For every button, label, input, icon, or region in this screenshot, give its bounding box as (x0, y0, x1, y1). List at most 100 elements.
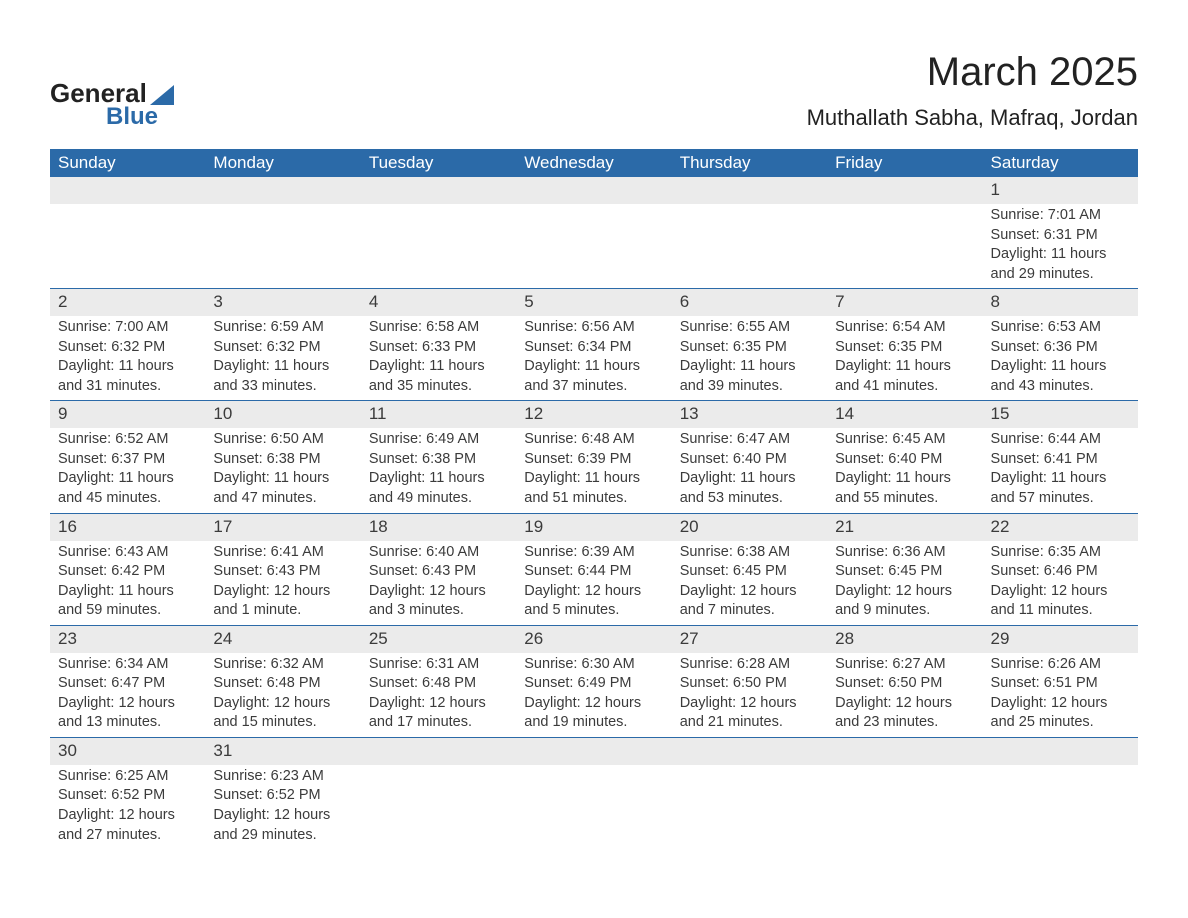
day-data (827, 204, 982, 210)
sunset-line: Sunset: 6:36 PM (991, 338, 1130, 358)
daylight-line-1: Daylight: 11 hours (991, 357, 1130, 377)
calendar-day-cell (516, 737, 671, 849)
day-data: Sunrise: 6:56 AMSunset: 6:34 PMDaylight:… (516, 316, 671, 400)
sunrise-line: Sunrise: 6:47 AM (680, 430, 819, 450)
sunset-line: Sunset: 6:52 PM (58, 786, 197, 806)
daylight-line-2: and 25 minutes. (991, 713, 1130, 733)
day-number: 12 (516, 401, 671, 428)
sunset-line: Sunset: 6:48 PM (213, 674, 352, 694)
daylight-line-2: and 29 minutes. (213, 826, 352, 846)
day-header: Thursday (672, 149, 827, 177)
brand-triangle-icon (150, 85, 174, 105)
calendar-day-cell (361, 737, 516, 849)
month-title: March 2025 (807, 50, 1138, 95)
sunrise-line: Sunrise: 6:45 AM (835, 430, 974, 450)
sunset-line: Sunset: 6:43 PM (213, 562, 352, 582)
day-header: Monday (205, 149, 360, 177)
day-data: Sunrise: 6:36 AMSunset: 6:45 PMDaylight:… (827, 541, 982, 625)
calendar-day-cell: 13Sunrise: 6:47 AMSunset: 6:40 PMDayligh… (672, 401, 827, 513)
daylight-line-1: Daylight: 12 hours (58, 806, 197, 826)
day-data (672, 765, 827, 771)
day-number: 30 (50, 738, 205, 765)
day-data (983, 765, 1138, 771)
daylight-line-1: Daylight: 12 hours (991, 694, 1130, 714)
sunset-line: Sunset: 6:42 PM (58, 562, 197, 582)
day-number: 19 (516, 514, 671, 541)
day-data: Sunrise: 6:31 AMSunset: 6:48 PMDaylight:… (361, 653, 516, 737)
sunrise-line: Sunrise: 7:01 AM (991, 206, 1130, 226)
sunset-line: Sunset: 6:35 PM (835, 338, 974, 358)
day-data: Sunrise: 6:58 AMSunset: 6:33 PMDaylight:… (361, 316, 516, 400)
day-data: Sunrise: 6:54 AMSunset: 6:35 PMDaylight:… (827, 316, 982, 400)
sunset-line: Sunset: 6:34 PM (524, 338, 663, 358)
calendar-day-cell: 11Sunrise: 6:49 AMSunset: 6:38 PMDayligh… (361, 401, 516, 513)
day-number: 29 (983, 626, 1138, 653)
daylight-line-2: and 55 minutes. (835, 489, 974, 509)
calendar-table: SundayMondayTuesdayWednesdayThursdayFrid… (50, 149, 1138, 849)
daylight-line-2: and 29 minutes. (991, 265, 1130, 285)
day-data: Sunrise: 6:35 AMSunset: 6:46 PMDaylight:… (983, 541, 1138, 625)
sunset-line: Sunset: 6:46 PM (991, 562, 1130, 582)
daylight-line-2: and 41 minutes. (835, 377, 974, 397)
daylight-line-1: Daylight: 12 hours (835, 694, 974, 714)
title-block: March 2025 Muthallath Sabha, Mafraq, Jor… (807, 50, 1138, 131)
calendar-day-cell: 14Sunrise: 6:45 AMSunset: 6:40 PMDayligh… (827, 401, 982, 513)
sunrise-line: Sunrise: 6:55 AM (680, 318, 819, 338)
daylight-line-1: Daylight: 12 hours (524, 694, 663, 714)
daylight-line-1: Daylight: 11 hours (369, 469, 508, 489)
sunset-line: Sunset: 6:38 PM (369, 450, 508, 470)
calendar-day-cell: 22Sunrise: 6:35 AMSunset: 6:46 PMDayligh… (983, 513, 1138, 625)
day-data: Sunrise: 6:44 AMSunset: 6:41 PMDaylight:… (983, 428, 1138, 512)
day-data (205, 204, 360, 210)
day-number: 26 (516, 626, 671, 653)
day-number: 13 (672, 401, 827, 428)
day-number: 9 (50, 401, 205, 428)
calendar-day-cell (361, 177, 516, 289)
sunrise-line: Sunrise: 6:25 AM (58, 767, 197, 787)
daylight-line-2: and 15 minutes. (213, 713, 352, 733)
daylight-line-1: Daylight: 11 hours (58, 469, 197, 489)
sunset-line: Sunset: 6:38 PM (213, 450, 352, 470)
calendar-day-cell (827, 177, 982, 289)
sunset-line: Sunset: 6:35 PM (680, 338, 819, 358)
daylight-line-2: and 47 minutes. (213, 489, 352, 509)
daylight-line-1: Daylight: 11 hours (58, 582, 197, 602)
day-data: Sunrise: 6:30 AMSunset: 6:49 PMDaylight:… (516, 653, 671, 737)
daylight-line-2: and 59 minutes. (58, 601, 197, 621)
calendar-day-cell: 18Sunrise: 6:40 AMSunset: 6:43 PMDayligh… (361, 513, 516, 625)
sunset-line: Sunset: 6:52 PM (213, 786, 352, 806)
sunset-line: Sunset: 6:45 PM (835, 562, 974, 582)
sunrise-line: Sunrise: 6:52 AM (58, 430, 197, 450)
sunrise-line: Sunrise: 6:48 AM (524, 430, 663, 450)
day-data: Sunrise: 6:43 AMSunset: 6:42 PMDaylight:… (50, 541, 205, 625)
daylight-line-2: and 17 minutes. (369, 713, 508, 733)
day-number (827, 738, 982, 765)
daylight-line-1: Daylight: 11 hours (991, 245, 1130, 265)
day-number: 15 (983, 401, 1138, 428)
day-data: Sunrise: 6:26 AMSunset: 6:51 PMDaylight:… (983, 653, 1138, 737)
calendar-day-cell: 6Sunrise: 6:55 AMSunset: 6:35 PMDaylight… (672, 289, 827, 401)
day-data: Sunrise: 6:34 AMSunset: 6:47 PMDaylight:… (50, 653, 205, 737)
daylight-line-2: and 45 minutes. (58, 489, 197, 509)
daylight-line-1: Daylight: 12 hours (835, 582, 974, 602)
calendar-week-row: 30Sunrise: 6:25 AMSunset: 6:52 PMDayligh… (50, 737, 1138, 849)
sunrise-line: Sunrise: 6:49 AM (369, 430, 508, 450)
calendar-day-cell: 31Sunrise: 6:23 AMSunset: 6:52 PMDayligh… (205, 737, 360, 849)
daylight-line-2: and 27 minutes. (58, 826, 197, 846)
day-number (672, 177, 827, 204)
calendar-day-cell: 26Sunrise: 6:30 AMSunset: 6:49 PMDayligh… (516, 625, 671, 737)
sunrise-line: Sunrise: 7:00 AM (58, 318, 197, 338)
sunrise-line: Sunrise: 6:30 AM (524, 655, 663, 675)
day-data: Sunrise: 6:25 AMSunset: 6:52 PMDaylight:… (50, 765, 205, 849)
daylight-line-1: Daylight: 12 hours (991, 582, 1130, 602)
sunset-line: Sunset: 6:44 PM (524, 562, 663, 582)
calendar-day-cell: 24Sunrise: 6:32 AMSunset: 6:48 PMDayligh… (205, 625, 360, 737)
daylight-line-2: and 11 minutes. (991, 601, 1130, 621)
sunrise-line: Sunrise: 6:53 AM (991, 318, 1130, 338)
daylight-line-2: and 35 minutes. (369, 377, 508, 397)
daylight-line-1: Daylight: 11 hours (991, 469, 1130, 489)
day-number (361, 738, 516, 765)
daylight-line-2: and 13 minutes. (58, 713, 197, 733)
daylight-line-1: Daylight: 12 hours (369, 582, 508, 602)
day-data: Sunrise: 6:48 AMSunset: 6:39 PMDaylight:… (516, 428, 671, 512)
